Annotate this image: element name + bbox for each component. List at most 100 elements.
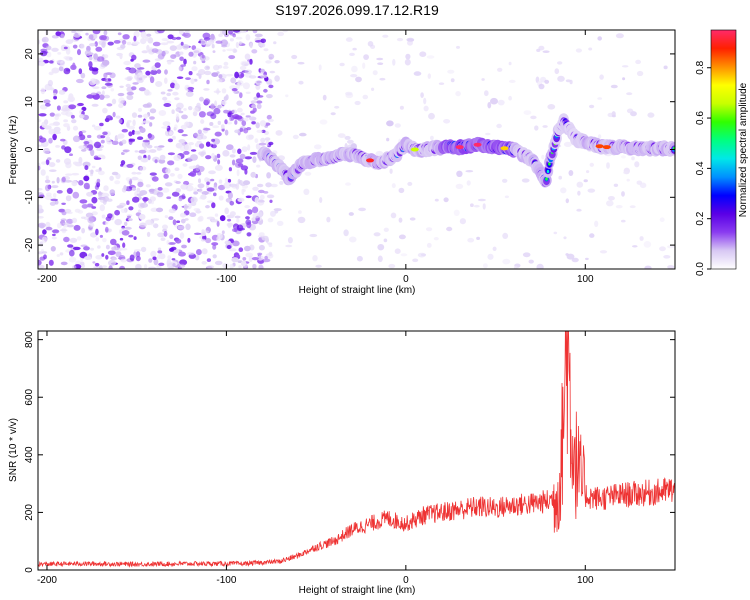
heatmap-cell bbox=[144, 89, 150, 96]
heatmap-cell bbox=[171, 258, 176, 261]
heatmap-cell bbox=[185, 91, 194, 97]
heatmap-cell bbox=[111, 171, 119, 176]
heatmap-cell bbox=[91, 206, 97, 209]
heatmap-cell bbox=[214, 260, 223, 266]
heatmap-cell bbox=[216, 88, 220, 95]
heatmap-cell bbox=[93, 53, 98, 60]
heatmap-cell bbox=[256, 80, 262, 84]
heatmap-cell bbox=[149, 108, 157, 114]
heatmap-cell bbox=[206, 258, 211, 262]
heatmap-cell bbox=[158, 145, 165, 148]
heatmap-cell bbox=[57, 52, 62, 55]
heatmap-cell bbox=[211, 152, 215, 160]
heatmap-cell bbox=[455, 91, 461, 97]
heatmap-cell bbox=[53, 92, 57, 97]
heatmap-cell bbox=[405, 53, 411, 60]
heatmap-cell bbox=[276, 220, 284, 226]
heatmap-cell bbox=[373, 232, 381, 237]
heatmap-cell bbox=[390, 212, 397, 219]
heatmap-cell bbox=[663, 254, 671, 259]
heatmap-cell bbox=[137, 209, 142, 214]
heatmap-cell bbox=[164, 69, 168, 75]
heatmap-cell bbox=[222, 150, 230, 157]
heatmap-cell bbox=[243, 127, 249, 134]
heatmap-cell bbox=[244, 69, 253, 75]
heatmap-cell bbox=[109, 116, 113, 121]
heatmap-cell bbox=[258, 232, 265, 237]
heatmap-cell bbox=[241, 146, 248, 153]
heatmap-cell bbox=[158, 262, 165, 266]
heatmap-cell bbox=[243, 117, 249, 122]
heatmap-cell bbox=[81, 204, 89, 209]
heatmap-cell bbox=[172, 219, 177, 226]
heatmap-cell bbox=[111, 246, 117, 251]
colorbar-label: Normalized spectral amplitude bbox=[738, 82, 749, 217]
heatmap-cell bbox=[39, 61, 45, 67]
heatmap-cell bbox=[63, 46, 68, 50]
heatmap-cell bbox=[240, 165, 249, 171]
heatmap-cell bbox=[398, 187, 405, 194]
heatmap-cell bbox=[613, 183, 619, 187]
heatmap-cell bbox=[377, 62, 384, 65]
heatmap-cell bbox=[65, 195, 72, 202]
heatmap-cell bbox=[226, 214, 235, 219]
heatmap-cell bbox=[210, 33, 215, 41]
heatmap-cell bbox=[205, 237, 212, 244]
heatmap-cell bbox=[275, 130, 283, 136]
heatmap-cell bbox=[154, 62, 161, 68]
heatmap-cell bbox=[152, 256, 157, 261]
heatmap-cell bbox=[576, 181, 584, 188]
heatmap-cell bbox=[376, 57, 384, 61]
heatmap-cell bbox=[218, 74, 223, 79]
heatmap-cell bbox=[214, 164, 223, 171]
heatmap-cell bbox=[163, 230, 168, 237]
heatmap-cell bbox=[169, 247, 175, 252]
heatmap-cell bbox=[382, 34, 389, 38]
heatmap-cell bbox=[255, 122, 260, 129]
heatmap-cell bbox=[73, 32, 81, 38]
heatmap-cell bbox=[92, 124, 96, 128]
heatmap-cell bbox=[268, 251, 273, 256]
heatmap-cell bbox=[210, 143, 214, 148]
spectrogram-y-ticks: -20 -10 0 10 20 bbox=[24, 48, 675, 252]
spectrogram-x-tick-label: -200 bbox=[37, 274, 57, 285]
heatmap-cell bbox=[315, 264, 322, 268]
heatmap-cell bbox=[267, 242, 273, 245]
heatmap-cell bbox=[211, 202, 216, 209]
snr-y-tick-label: 400 bbox=[24, 446, 35, 463]
heatmap-cell bbox=[148, 134, 155, 141]
heatmap-cell bbox=[39, 241, 44, 247]
heatmap-cell bbox=[71, 172, 80, 176]
heatmap-cell bbox=[372, 70, 378, 76]
heatmap-cell bbox=[101, 90, 105, 96]
heatmap-cell bbox=[187, 252, 195, 256]
heatmap-cell bbox=[130, 58, 134, 62]
heatmap-cell bbox=[172, 263, 176, 267]
heatmap-cell bbox=[538, 45, 545, 51]
heatmap-cell bbox=[477, 198, 486, 202]
heatmap-cell bbox=[243, 30, 247, 33]
heatmap-cell bbox=[128, 218, 133, 222]
heatmap-cell bbox=[51, 180, 55, 184]
heatmap-cell bbox=[65, 173, 73, 176]
heatmap-cell bbox=[100, 135, 106, 139]
heatmap-cell bbox=[399, 105, 404, 110]
heatmap-cell bbox=[196, 249, 202, 256]
heatmap-cell bbox=[105, 221, 109, 225]
heatmap-cell bbox=[234, 129, 240, 134]
heatmap-cell bbox=[297, 216, 306, 224]
heatmap-cell bbox=[383, 227, 389, 232]
heatmap-cell bbox=[632, 245, 638, 248]
heatmap-cell bbox=[164, 182, 173, 187]
heatmap-cell bbox=[131, 171, 137, 175]
heatmap-cell bbox=[245, 252, 254, 258]
heatmap-cell bbox=[244, 63, 249, 67]
heatmap-cell bbox=[430, 135, 434, 141]
heatmap-cell bbox=[492, 246, 497, 251]
heatmap-cell bbox=[238, 41, 242, 45]
heatmap-cell bbox=[237, 148, 242, 155]
heatmap-cell bbox=[228, 30, 233, 35]
heatmap-cell bbox=[200, 238, 206, 242]
heatmap-cell bbox=[198, 178, 201, 183]
heatmap-cell bbox=[236, 82, 240, 90]
